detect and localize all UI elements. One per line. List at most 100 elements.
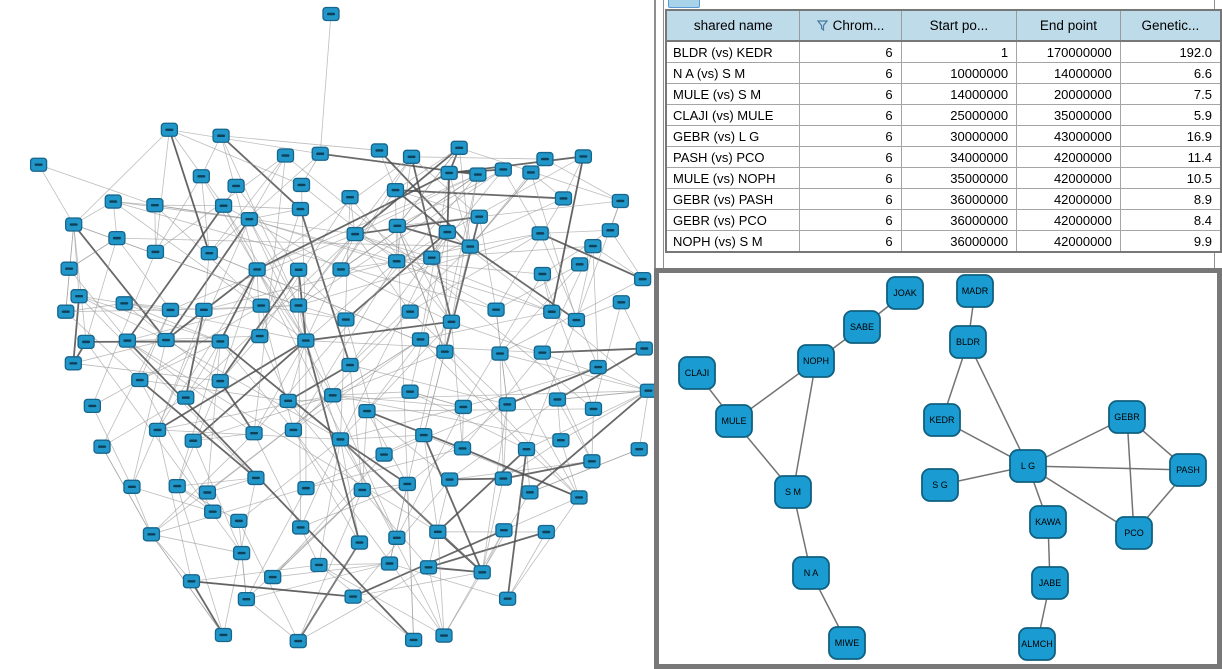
network-node[interactable] <box>533 345 551 360</box>
graph-node-miwe[interactable]: MIWE <box>828 626 866 660</box>
network-node[interactable] <box>60 261 78 276</box>
graph-node-s-m[interactable]: S M <box>774 475 812 509</box>
network-node[interactable] <box>332 262 350 277</box>
network-node[interactable] <box>470 209 488 224</box>
network-node[interactable] <box>240 212 258 227</box>
network-node[interactable] <box>404 632 423 648</box>
graph-node-sabe[interactable]: SABE <box>843 310 881 344</box>
network-node[interactable] <box>177 390 195 405</box>
network-node[interactable] <box>571 257 589 272</box>
network-node[interactable] <box>537 524 555 540</box>
network-node[interactable] <box>230 513 248 529</box>
network-node[interactable] <box>123 479 141 494</box>
network-node[interactable] <box>157 332 175 348</box>
network-node[interactable] <box>436 344 454 359</box>
network-node[interactable] <box>567 312 586 328</box>
table-row[interactable]: GEBR (vs) L G 6 30000000 43000000 16.9 <box>665 125 1222 147</box>
network-node[interactable] <box>184 433 202 448</box>
network-node[interactable] <box>279 393 297 409</box>
table-row[interactable]: MULE (vs) NOPH 6 35000000 42000000 10.5 <box>665 167 1222 189</box>
graph-node-noph[interactable]: NOPH <box>797 344 835 378</box>
network-node[interactable] <box>284 422 303 438</box>
main-network-canvas[interactable] <box>0 0 654 669</box>
network-node[interactable] <box>146 244 165 260</box>
network-node[interactable] <box>341 357 359 373</box>
network-node[interactable] <box>438 224 456 240</box>
table-row[interactable]: CLAJI (vs) MULE 6 25000000 35000000 5.9 <box>665 104 1222 126</box>
network-node[interactable] <box>289 298 308 313</box>
graph-node-pco[interactable]: PCO <box>1115 516 1153 550</box>
table-row[interactable]: GEBR (vs) PASH 6 36000000 42000000 8.9 <box>665 188 1222 210</box>
graph-node-claji[interactable]: CLAJI <box>678 356 716 390</box>
network-node[interactable] <box>522 165 540 180</box>
network-node[interactable] <box>237 591 256 607</box>
network-node[interactable] <box>543 304 561 319</box>
column-header-start-po---[interactable]: Start po... <box>900 9 1018 42</box>
network-node[interactable] <box>589 359 607 375</box>
network-node[interactable] <box>146 198 164 213</box>
graph-node-jabe[interactable]: JABE <box>1031 566 1069 600</box>
network-node[interactable] <box>429 524 447 539</box>
graph-node-joak[interactable]: JOAK <box>886 276 924 310</box>
network-node[interactable] <box>160 122 179 137</box>
network-node[interactable] <box>612 295 630 310</box>
network-node[interactable] <box>584 238 602 254</box>
network-node[interactable] <box>353 482 371 498</box>
network-node[interactable] <box>498 591 517 606</box>
network-node[interactable] <box>118 333 137 348</box>
network-node[interactable] <box>297 333 315 348</box>
network-node[interactable] <box>77 334 95 350</box>
column-header-end-point[interactable]: End point <box>1016 9 1121 42</box>
table-row[interactable]: MULE (vs) S M 6 14000000 20000000 7.5 <box>665 83 1222 105</box>
network-node[interactable] <box>264 569 282 585</box>
network-node[interactable] <box>411 332 430 347</box>
network-node[interactable] <box>584 401 603 417</box>
graph-node-mule[interactable]: MULE <box>715 404 753 438</box>
network-node[interactable] <box>70 289 88 304</box>
network-node[interactable] <box>341 190 359 205</box>
graph-node-l-g[interactable]: L G <box>1009 449 1047 483</box>
column-header-genetic---[interactable]: Genetic... <box>1119 9 1222 42</box>
network-node[interactable] <box>311 146 329 161</box>
network-node[interactable] <box>93 439 111 454</box>
network-node[interactable] <box>195 302 213 318</box>
network-node[interactable] <box>570 490 588 505</box>
network-node[interactable] <box>131 372 149 388</box>
network-node[interactable] <box>310 557 328 573</box>
graph-node-kedr[interactable]: KEDR <box>923 403 961 437</box>
network-node[interactable] <box>635 341 653 356</box>
graph-node-gebr[interactable]: GEBR <box>1108 400 1146 434</box>
network-node[interactable] <box>211 373 229 389</box>
network-node[interactable] <box>495 523 513 538</box>
network-node[interactable] <box>148 422 167 438</box>
table-row[interactable]: BLDR (vs) KEDR 6 1 170000000 192.0 <box>665 40 1222 63</box>
network-node[interactable] <box>419 560 438 575</box>
network-node[interactable] <box>583 454 601 469</box>
network-node[interactable] <box>440 472 459 487</box>
network-node[interactable] <box>517 442 536 457</box>
network-node[interactable] <box>401 384 419 399</box>
network-node[interactable] <box>83 398 102 414</box>
network-node[interactable] <box>324 388 342 403</box>
network-node[interactable] <box>398 476 416 492</box>
network-node[interactable] <box>292 177 311 193</box>
network-node[interactable] <box>65 217 83 232</box>
network-node[interactable] <box>375 447 393 462</box>
network-node[interactable] <box>554 191 573 206</box>
main-network-view[interactable] <box>0 0 654 669</box>
network-node[interactable] <box>442 314 461 329</box>
network-node[interactable] <box>291 201 310 217</box>
network-node[interactable] <box>211 334 229 349</box>
network-node[interactable] <box>289 633 307 649</box>
network-node[interactable] <box>552 433 570 448</box>
network-node[interactable] <box>415 427 433 443</box>
graph-node-almch[interactable]: ALMCH <box>1018 627 1056 661</box>
network-node[interactable] <box>346 226 364 242</box>
network-node[interactable] <box>198 485 216 500</box>
network-node[interactable] <box>548 392 567 407</box>
network-node[interactable] <box>182 574 201 589</box>
network-node[interactable] <box>491 346 509 361</box>
network-node[interactable] <box>227 178 245 194</box>
network-node[interactable] <box>161 302 180 318</box>
table-row[interactable]: N A (vs) S M 6 10000000 14000000 6.6 <box>665 62 1222 84</box>
